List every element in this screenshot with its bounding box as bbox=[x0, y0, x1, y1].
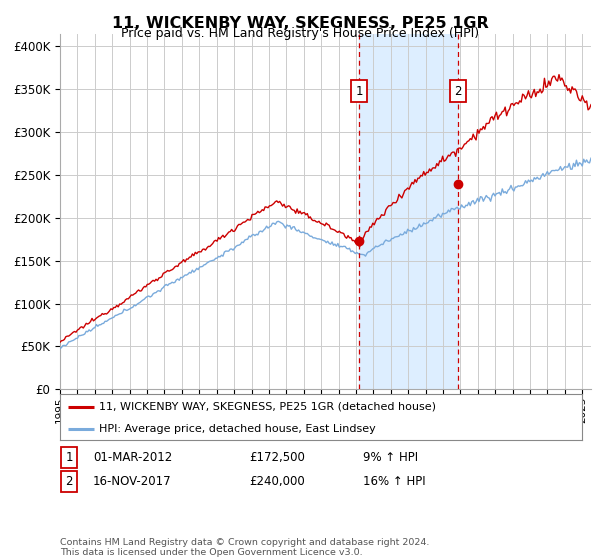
Text: Price paid vs. HM Land Registry's House Price Index (HPI): Price paid vs. HM Land Registry's House … bbox=[121, 27, 479, 40]
Text: £240,000: £240,000 bbox=[249, 475, 305, 488]
Text: HPI: Average price, detached house, East Lindsey: HPI: Average price, detached house, East… bbox=[99, 424, 376, 435]
Text: 01-MAR-2012: 01-MAR-2012 bbox=[93, 451, 172, 464]
Text: 1: 1 bbox=[65, 451, 73, 464]
Text: Contains HM Land Registry data © Crown copyright and database right 2024.
This d: Contains HM Land Registry data © Crown c… bbox=[60, 538, 430, 557]
Bar bbox=[359, 34, 458, 389]
Text: 16% ↑ HPI: 16% ↑ HPI bbox=[363, 475, 425, 488]
Text: 2: 2 bbox=[455, 85, 462, 97]
Text: £172,500: £172,500 bbox=[249, 451, 305, 464]
Text: 16-NOV-2017: 16-NOV-2017 bbox=[93, 475, 172, 488]
Text: 11, WICKENBY WAY, SKEGNESS, PE25 1GR: 11, WICKENBY WAY, SKEGNESS, PE25 1GR bbox=[112, 16, 488, 31]
Text: 1: 1 bbox=[355, 85, 362, 97]
Text: 2: 2 bbox=[65, 475, 73, 488]
Text: 11, WICKENBY WAY, SKEGNESS, PE25 1GR (detached house): 11, WICKENBY WAY, SKEGNESS, PE25 1GR (de… bbox=[99, 402, 436, 412]
Text: 9% ↑ HPI: 9% ↑ HPI bbox=[363, 451, 418, 464]
